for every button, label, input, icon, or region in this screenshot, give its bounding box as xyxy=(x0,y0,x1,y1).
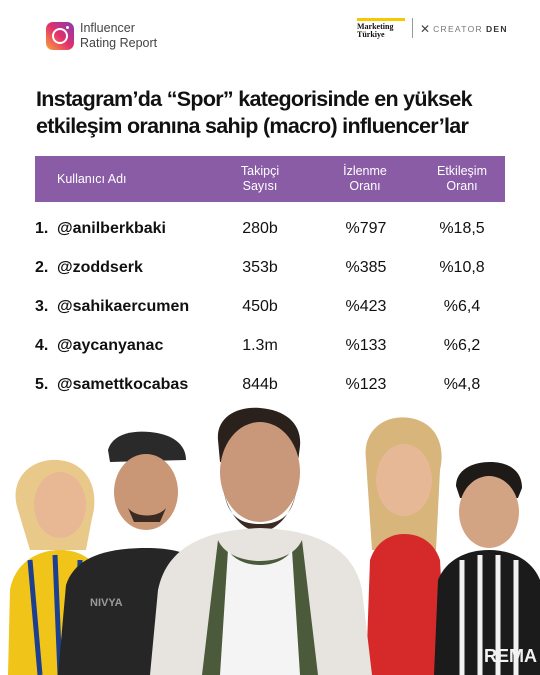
header-views-l2: Oranı xyxy=(349,179,381,193)
row-followers: 450b xyxy=(242,298,278,315)
header-username: Kullanıcı Adı xyxy=(57,172,127,186)
table-row: 4. @aycanyanac 1.3m %133 %6,2 xyxy=(35,327,505,366)
row-followers: 1.3m xyxy=(242,337,278,354)
row-followers: 280b xyxy=(242,220,278,237)
header-views: İzlenme Oranı xyxy=(330,164,400,194)
table-row: 1. @anilberkbaki 280b %797 %18,5 xyxy=(35,210,505,249)
person-3-figure xyxy=(150,407,372,675)
row-views: %385 xyxy=(345,259,387,276)
creatorden-logo: ✕ CREATOR DEN xyxy=(420,22,508,36)
row-engagement: %6,4 xyxy=(443,298,481,315)
brand-line-2: Rating Report xyxy=(80,36,158,50)
row-followers: 353b xyxy=(242,259,278,276)
person-5-figure: REMA xyxy=(434,462,540,675)
jersey-text-left: NIVYA xyxy=(90,597,123,609)
row-handle: @zoddserk xyxy=(57,259,143,276)
row-handle: @samettkocabas xyxy=(57,376,189,393)
row-engagement: %18,5 xyxy=(439,220,485,237)
table-body: 1. @anilberkbaki 280b %797 %18,5 2. @zod… xyxy=(35,210,505,405)
report-header: Influencer Rating Report Marketing Türki… xyxy=(0,0,540,70)
table-header: Kullanıcı Adı Takipçi Sayısı İzlenme Ora… xyxy=(35,156,505,202)
person-4-figure xyxy=(365,417,446,675)
header-views-l1: İzlenme xyxy=(343,164,387,178)
title-line-1: Instagram’da “Spor” kategorisinde en yük… xyxy=(36,87,473,111)
title-line-2: etkileşim oranına sahip (macro) influenc… xyxy=(36,114,469,138)
instagram-icon xyxy=(46,22,74,50)
table-row: 2. @zoddserk 353b %385 %10,8 xyxy=(35,249,505,288)
row-handle: @aycanyanac xyxy=(57,337,164,354)
table-row: 3. @sahikaercumen 450b %423 %6,4 xyxy=(35,288,505,327)
row-followers: 844b xyxy=(242,376,278,393)
marketing-turkiye-logo: Marketing Türkiye xyxy=(357,18,405,39)
row-engagement: %4,8 xyxy=(443,376,481,393)
row-rank: 1. xyxy=(35,220,49,237)
marketing-logo-line-2: Türkiye xyxy=(357,30,385,39)
row-views: %123 xyxy=(345,376,387,393)
row-engagement: %10,8 xyxy=(439,259,485,276)
creatorden-name-b: DEN xyxy=(485,24,508,34)
header-followers-l1: Takipçi xyxy=(240,164,280,178)
header-engagement-l2: Oranı xyxy=(446,179,478,193)
page-title: Instagram’da “Spor” kategorisinde en yük… xyxy=(36,86,516,140)
row-handle: @anilberkbaki xyxy=(57,220,166,237)
influencers-group-photo: NIVYA REMA xyxy=(8,407,540,675)
row-handle: @sahikaercumen xyxy=(57,298,190,315)
row-views: %797 xyxy=(345,220,387,237)
brand-line-1: Influencer xyxy=(80,21,135,35)
header-followers: Takipçi Sayısı xyxy=(225,164,295,194)
header-engagement: Etkileşim Oranı xyxy=(425,164,499,194)
marketing-logo-line-1: Marketing xyxy=(357,22,394,31)
row-views: %423 xyxy=(345,298,387,315)
report-brand-title: Influencer Rating Report xyxy=(80,21,157,51)
row-rank: 2. xyxy=(35,259,49,276)
row-engagement: %6,2 xyxy=(443,337,481,354)
row-views: %133 xyxy=(345,337,387,354)
creatorden-mark-icon: ✕ xyxy=(420,22,431,36)
creatorden-name-a: CREATOR xyxy=(433,24,483,34)
table-row: 5. @samettkocabas 844b %123 %4,8 xyxy=(35,366,505,405)
header-engagement-l1: Etkileşim xyxy=(436,164,487,178)
jersey-text-right: REMA xyxy=(484,646,537,666)
row-rank: 3. xyxy=(35,298,49,315)
row-rank: 4. xyxy=(35,337,49,354)
logo-divider xyxy=(412,18,413,38)
row-rank: 5. xyxy=(35,376,49,393)
header-followers-l2: Sayısı xyxy=(242,179,278,193)
